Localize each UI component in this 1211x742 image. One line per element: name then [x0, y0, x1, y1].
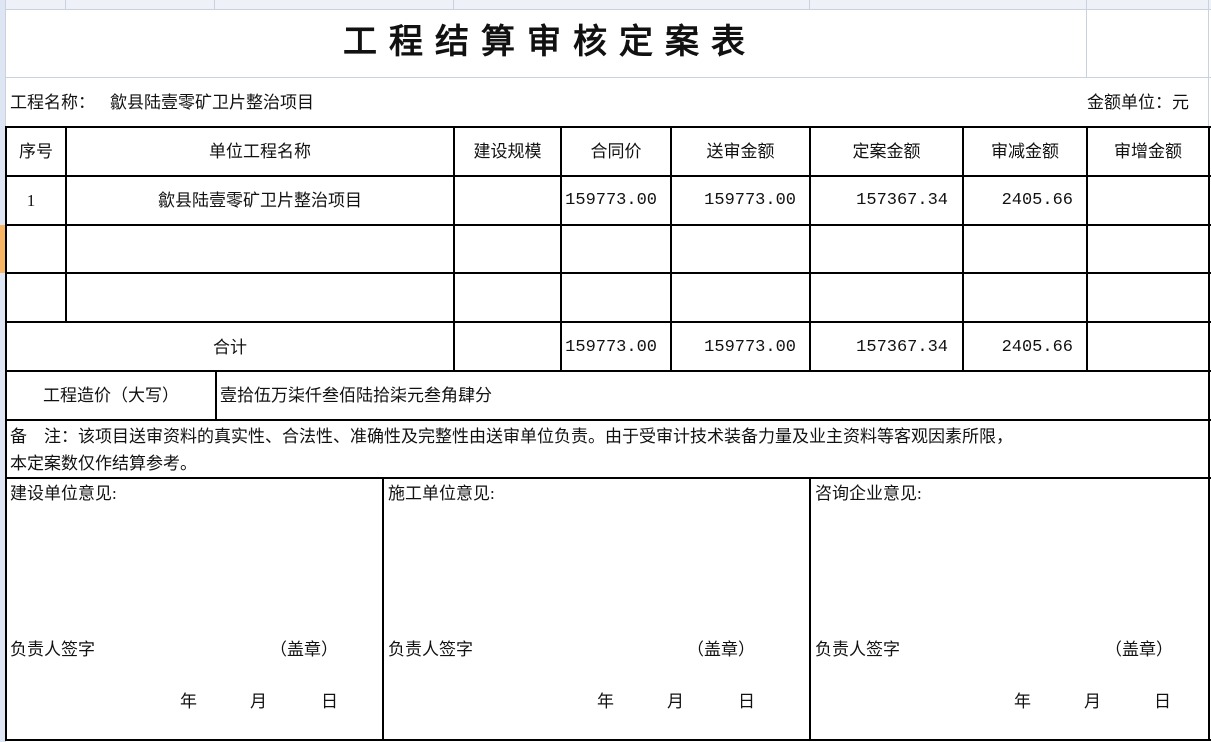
year-label: 年 [1014, 692, 1031, 711]
cell-submitted[interactable]: 159773.00 [704, 191, 796, 210]
header-approved: 定案金额 [852, 142, 921, 161]
note-line-1: 备 注：该项目送审资料的真实性、合法性、准确性及完整性由送审单位负责。由于受审计… [10, 427, 1013, 446]
total-approved[interactable]: 157367.34 [856, 338, 948, 357]
sign-label: 负责人签字 [388, 640, 473, 659]
border [65, 126, 67, 322]
capital-value[interactable]: 壹拾伍万柒仟叁佰陆拾柒元叁角肆分 [220, 386, 492, 405]
page-title: 工程结算审核定案表 [343, 24, 757, 61]
border [6, 224, 1211, 226]
border [809, 126, 811, 371]
border [5, 126, 7, 741]
year-label: 年 [180, 692, 197, 711]
column-divider [65, 0, 66, 9]
month-label: 月 [667, 692, 684, 711]
header-no: 序号 [19, 142, 53, 161]
cell-name[interactable]: 歙县陆壹零矿卫片整治项目 [158, 191, 362, 210]
cell-approved[interactable]: 157367.34 [856, 191, 948, 210]
border [382, 477, 384, 741]
opinion-label: 施工单位意见: [388, 484, 495, 503]
column-divider [214, 0, 215, 9]
day-label: 日 [738, 692, 755, 711]
column-divider [809, 0, 810, 9]
opinion-label: 咨询企业意见: [815, 484, 922, 503]
header-contract: 合同价 [590, 142, 642, 161]
border [6, 739, 1211, 741]
sign-label: 负责人签字 [10, 640, 95, 659]
border [6, 419, 1211, 421]
border [6, 126, 1211, 128]
opinion-label: 建设单位意见: [10, 484, 117, 503]
seal-label: （盖章） [1105, 640, 1173, 659]
seal-label: （盖章） [687, 640, 755, 659]
border [6, 321, 1211, 323]
header-name: 单位工程名称 [209, 142, 311, 161]
header-reduced: 审减金额 [991, 142, 1059, 161]
border [560, 126, 562, 371]
total-label: 合计 [213, 338, 247, 357]
total-submitted[interactable]: 159773.00 [704, 338, 796, 357]
border [6, 175, 1211, 177]
border [6, 370, 1211, 372]
cell-reduced[interactable]: 2405.66 [1001, 191, 1073, 210]
day-label: 日 [1154, 692, 1171, 711]
border [962, 126, 964, 371]
month-label: 月 [250, 692, 267, 711]
column-header-strip [0, 0, 1211, 10]
grid-line [5, 77, 1211, 78]
note-line-2: 本定案数仅作结算参考。 [10, 454, 197, 473]
row-header-selected[interactable] [0, 225, 5, 273]
header-scale: 建设规模 [473, 142, 542, 161]
cell-no[interactable]: 1 [26, 191, 36, 210]
header-submitted: 送审金额 [706, 142, 775, 161]
border [1208, 126, 1210, 741]
border [670, 126, 672, 371]
border [453, 126, 455, 371]
unit-label: 金额单位：元 [1087, 93, 1189, 112]
column-divider [453, 0, 454, 9]
month-label: 月 [1084, 692, 1101, 711]
grid-line [1208, 0, 1209, 126]
border [6, 477, 1211, 479]
cell-contract[interactable]: 159773.00 [565, 191, 657, 210]
project-name: 歙县陆壹零矿卫片整治项目 [110, 93, 314, 112]
capital-label: 工程造价（大写） [43, 386, 179, 405]
grid-line [1086, 0, 1087, 78]
total-contract[interactable]: 159773.00 [565, 338, 657, 357]
border [6, 272, 1211, 274]
day-label: 日 [321, 692, 338, 711]
border [215, 370, 217, 420]
border [809, 477, 811, 741]
seal-label: （盖章） [270, 640, 338, 659]
sign-label: 负责人签字 [815, 640, 900, 659]
year-label: 年 [597, 692, 614, 711]
total-reduced[interactable]: 2405.66 [1001, 338, 1073, 357]
border [1086, 126, 1088, 371]
project-name-label: 工程名称： [10, 93, 95, 112]
header-increased: 审增金额 [1114, 142, 1182, 161]
